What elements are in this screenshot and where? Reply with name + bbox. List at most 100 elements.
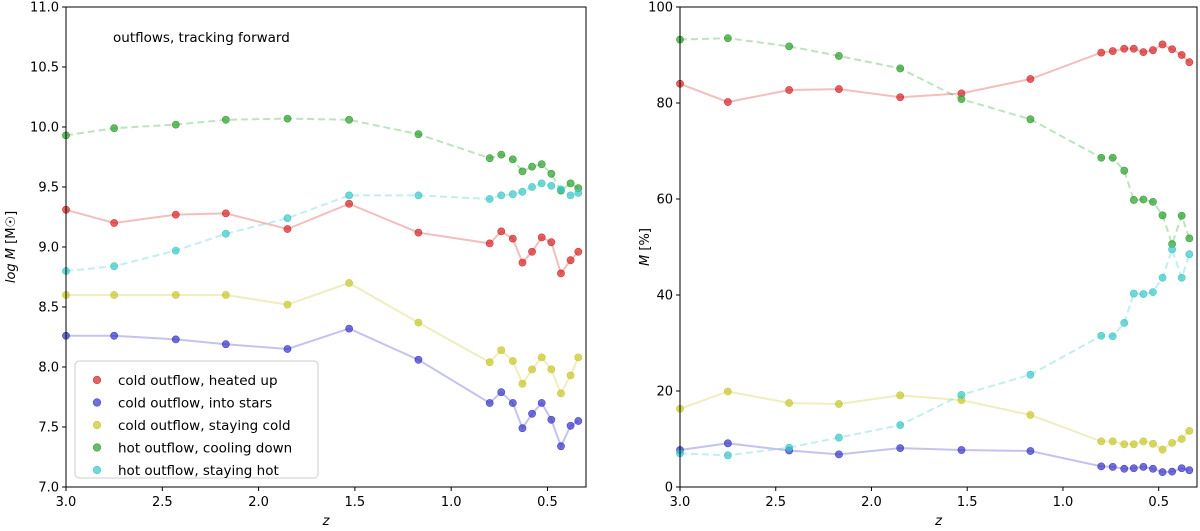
right-point-0-13 bbox=[1158, 40, 1167, 49]
left-point-2-14 bbox=[557, 389, 565, 398]
right-point-1-4 bbox=[896, 444, 905, 453]
left-point-2-5 bbox=[345, 279, 354, 287]
left-point-1-7 bbox=[485, 399, 494, 407]
left-point-0-13 bbox=[547, 238, 556, 247]
legend-label-3: hot outflow, cooling down bbox=[118, 441, 292, 457]
left-point-4-3 bbox=[221, 229, 230, 238]
left-point-3-11 bbox=[528, 162, 536, 171]
right-yaxis-label: M [%] bbox=[638, 228, 653, 266]
left-point-2-2 bbox=[171, 291, 180, 299]
legend-marker-2 bbox=[92, 420, 102, 430]
right-point-2-10 bbox=[1129, 440, 1138, 449]
right-point-4-8 bbox=[1108, 332, 1117, 341]
right-point-4-6 bbox=[1026, 370, 1035, 379]
right-point-2-1 bbox=[723, 387, 732, 396]
left-xtick-label-3: 1.5 bbox=[345, 495, 366, 510]
left-point-0-14 bbox=[557, 269, 565, 278]
left-point-3-7 bbox=[485, 154, 494, 163]
left-point-1-14 bbox=[557, 442, 565, 451]
left-point-0-16 bbox=[574, 247, 583, 256]
left-point-2-15 bbox=[566, 371, 575, 380]
right-ytick-label-5: 100 bbox=[648, 1, 673, 16]
right-yaxis-label-main: M bbox=[638, 251, 653, 266]
right-point-4-7 bbox=[1097, 331, 1106, 340]
left-point-1-2 bbox=[171, 335, 180, 344]
left-point-0-6 bbox=[414, 228, 423, 237]
left-point-2-7 bbox=[485, 358, 494, 367]
right-ytick-label-3: 60 bbox=[656, 193, 673, 208]
left-xtick-label-1: 2.5 bbox=[152, 495, 173, 510]
left-point-4-8 bbox=[497, 191, 506, 200]
left-point-1-3 bbox=[221, 340, 230, 349]
left-xtick-label-5: 0.5 bbox=[537, 495, 558, 510]
right-point-4-1 bbox=[723, 451, 732, 460]
right-point-3-13 bbox=[1158, 211, 1167, 220]
left-point-0-15 bbox=[566, 256, 575, 265]
left-yaxis-label-unit: [M☉] bbox=[4, 211, 19, 244]
legend-marker-4 bbox=[92, 465, 102, 475]
right-point-2-13 bbox=[1158, 445, 1167, 454]
left-point-3-8 bbox=[497, 150, 506, 159]
right-point-3-15 bbox=[1177, 211, 1186, 220]
right-point-1-6 bbox=[1026, 447, 1035, 455]
right-point-4-12 bbox=[1149, 288, 1157, 297]
left-point-2-12 bbox=[537, 353, 546, 362]
left-ytick-label-0: 7.0 bbox=[38, 481, 59, 496]
left-point-0-8 bbox=[497, 227, 506, 236]
left-point-3-10 bbox=[518, 167, 527, 176]
right-point-0-3 bbox=[835, 85, 843, 93]
right-point-0-4 bbox=[896, 93, 905, 102]
left-point-1-12 bbox=[537, 399, 546, 407]
right-xtick-label-5: 0.5 bbox=[1148, 495, 1169, 510]
left-point-4-9 bbox=[508, 190, 517, 199]
left-point-3-2 bbox=[171, 120, 180, 129]
left-point-4-1 bbox=[110, 262, 119, 271]
right-point-3-6 bbox=[1026, 115, 1035, 124]
left-xaxis-label: z bbox=[322, 514, 331, 529]
right-point-0-16 bbox=[1185, 58, 1194, 67]
left-point-2-3 bbox=[221, 291, 230, 299]
right-point-2-7 bbox=[1097, 437, 1106, 446]
left-point-4-10 bbox=[518, 187, 527, 196]
right-point-1-9 bbox=[1120, 464, 1129, 473]
left-point-1-9 bbox=[508, 399, 517, 407]
right-point-1-16 bbox=[1185, 466, 1194, 475]
right-point-3-1 bbox=[723, 34, 732, 43]
right-point-4-14 bbox=[1168, 245, 1177, 254]
right-point-1-1 bbox=[723, 439, 732, 448]
left-point-0-4 bbox=[283, 225, 292, 233]
left-point-2-13 bbox=[547, 365, 556, 374]
right-point-4-5 bbox=[957, 390, 966, 399]
left-xtick-label-4: 1.0 bbox=[441, 495, 462, 510]
left-point-2-10 bbox=[518, 379, 527, 388]
right-point-2-14 bbox=[1168, 438, 1177, 447]
right-axes-frame bbox=[679, 6, 1198, 488]
left-point-4-6 bbox=[414, 191, 423, 200]
left-point-3-6 bbox=[414, 130, 423, 139]
right-point-2-4 bbox=[896, 391, 905, 400]
legend-label-4: hot outflow, staying hot bbox=[118, 463, 279, 479]
right-point-0-2 bbox=[785, 86, 794, 94]
left-point-1-15 bbox=[566, 421, 575, 430]
left-point-1-6 bbox=[414, 355, 423, 364]
left-point-4-12 bbox=[537, 179, 546, 188]
left-yaxis-label: log M [M☉] bbox=[4, 211, 19, 283]
right-point-4-13 bbox=[1158, 273, 1167, 282]
left-point-4-16 bbox=[574, 189, 583, 197]
right-point-2-16 bbox=[1185, 426, 1194, 435]
left-point-1-11 bbox=[528, 409, 536, 418]
right-point-0-10 bbox=[1129, 44, 1138, 53]
right-point-1-3 bbox=[835, 450, 843, 459]
legend-marker-3 bbox=[92, 443, 102, 452]
left-point-2-6 bbox=[414, 318, 423, 327]
right-point-3-8 bbox=[1108, 153, 1117, 162]
right-ytick-label-1: 20 bbox=[656, 385, 673, 400]
right-point-3-2 bbox=[785, 42, 794, 51]
legend-label-2: cold outflow, staying cold bbox=[118, 418, 291, 434]
left-xtick-label-2: 2.0 bbox=[248, 495, 269, 510]
right-series-line-4 bbox=[679, 246, 1191, 457]
right-xtick-label-4: 1.0 bbox=[1053, 495, 1074, 510]
left-point-4-11 bbox=[528, 183, 536, 191]
left-point-3-1 bbox=[110, 124, 119, 133]
left-ytick-label-1: 7.5 bbox=[38, 421, 59, 436]
